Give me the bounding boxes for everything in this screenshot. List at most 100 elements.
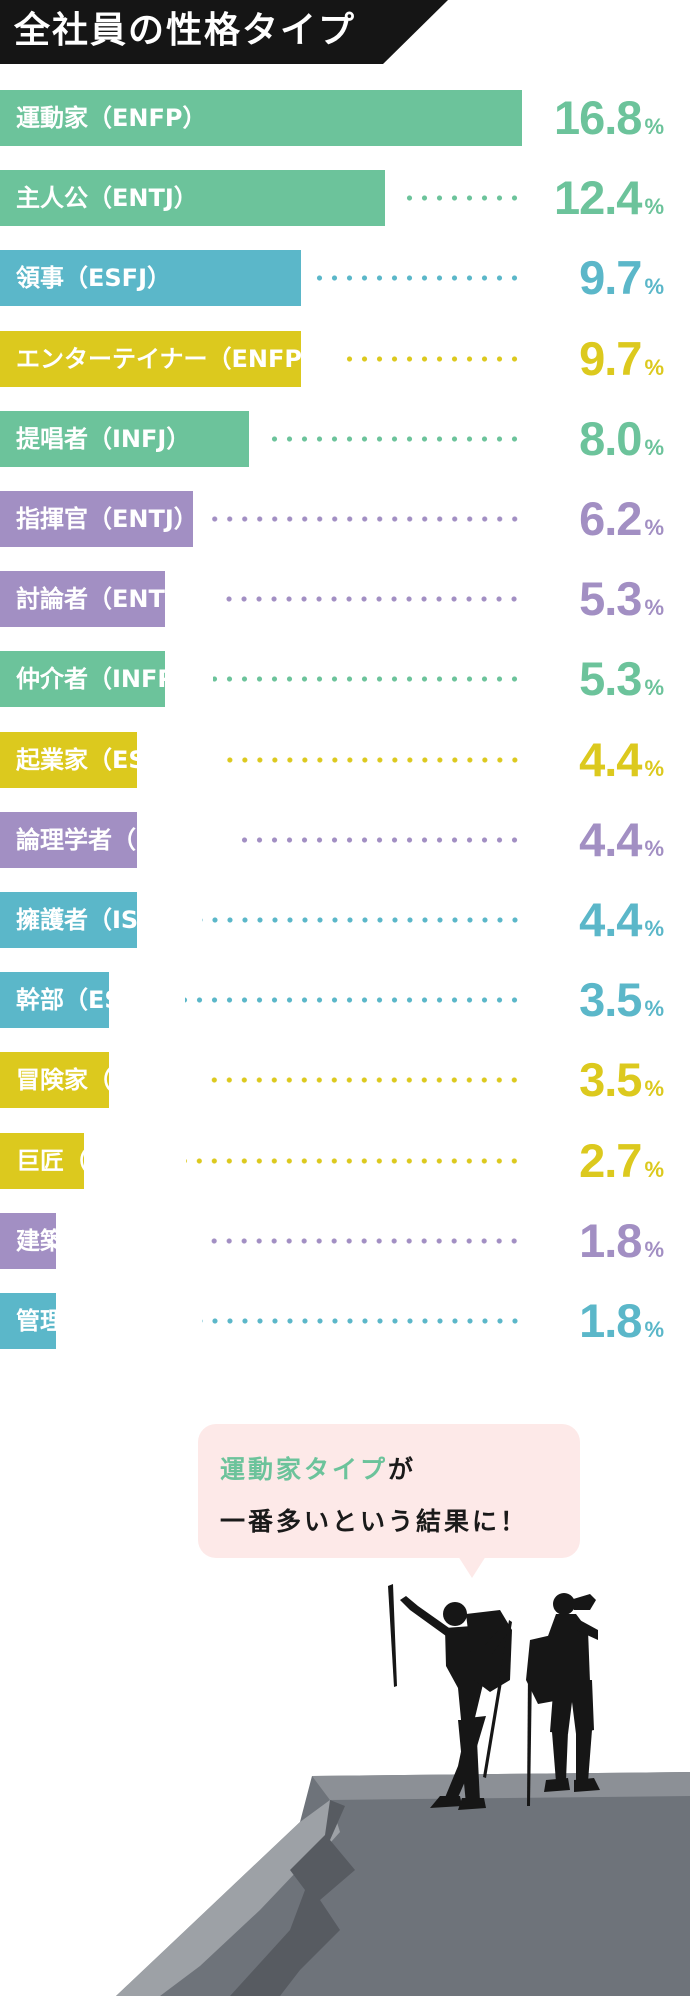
bar <box>0 331 301 387</box>
leader-dots <box>315 275 522 281</box>
leader-dots <box>211 516 522 522</box>
value-label: 1.8% <box>579 1293 664 1349</box>
value-label: 9.7% <box>579 331 664 387</box>
value-label: 5.3% <box>579 571 664 627</box>
value-number: 5.3 <box>579 652 642 705</box>
bar-label: 論理学者（INTP） <box>16 826 223 854</box>
value-label: 6.2% <box>579 491 664 547</box>
value-unit: % <box>644 996 664 1021</box>
value-label: 8.0% <box>579 411 664 467</box>
value-unit: % <box>644 595 664 620</box>
hiker-right <box>526 1593 600 1806</box>
leader-dots <box>201 917 522 923</box>
value-number: 9.7 <box>579 251 642 304</box>
bar <box>0 651 165 707</box>
value-unit: % <box>644 355 664 380</box>
chart-title: 全社員の性格タイプ <box>14 10 357 51</box>
bar <box>0 1213 56 1269</box>
value-label: 12.4% <box>554 170 664 226</box>
value-number: 3.5 <box>579 1053 642 1106</box>
value-number: 8.0 <box>579 412 642 465</box>
bar-label: 起業家（ESTP） <box>16 746 204 774</box>
value-unit: % <box>644 1076 664 1101</box>
value-unit: % <box>644 194 664 219</box>
bar <box>0 972 109 1028</box>
value-unit: % <box>644 435 664 460</box>
value-number: 1.8 <box>579 1214 642 1267</box>
value-number: 6.2 <box>579 492 642 545</box>
bar <box>0 250 301 306</box>
speech-bubble: 運動家タイプが 一番多いという結果に！ <box>198 1424 580 1558</box>
bar <box>0 90 522 146</box>
leader-dots <box>210 1077 522 1083</box>
value-number: 12.4 <box>553 171 642 224</box>
leader-dots <box>220 596 522 602</box>
value-unit: % <box>644 675 664 700</box>
bar-label: 冒険家（ISFP） <box>16 1066 197 1094</box>
value-label: 4.4% <box>579 812 664 868</box>
value-label: 4.4% <box>579 732 664 788</box>
bar <box>0 411 249 467</box>
bar-label: エンターテイナー（ENFP） <box>16 345 326 373</box>
value-label: 2.7% <box>579 1133 664 1189</box>
bar-chart: 運動家（ENFP） 16.8% 主人公（ENTJ） 12.4% 領事（ESFJ） 9.7%… <box>0 90 690 1380</box>
value-number: 4.4 <box>579 733 642 786</box>
bar <box>0 1133 84 1189</box>
bar-label: 主人公（ENTJ） <box>16 184 198 212</box>
bar-label: 提唱者（INFJ） <box>16 425 191 453</box>
value-unit: % <box>644 515 664 540</box>
value-label: 3.5% <box>579 972 664 1028</box>
value-label: 3.5% <box>579 1052 664 1108</box>
bubble-highlight: 運動家タイプ <box>220 1455 389 1484</box>
bar-label: 管理者（ISTJ） <box>16 1307 188 1335</box>
title-banner <box>0 0 448 64</box>
value-number: 16.8 <box>553 91 642 144</box>
value-number: 5.3 <box>579 572 642 625</box>
value-number: 1.8 <box>579 1294 642 1347</box>
bar-label: 討論者（ENTP） <box>16 585 207 613</box>
value-unit: % <box>644 1317 664 1342</box>
value-unit: % <box>644 836 664 861</box>
value-label: 16.8% <box>554 90 664 146</box>
bar <box>0 571 165 627</box>
value-number: 4.4 <box>579 893 642 946</box>
bar-label: 建築家（INTJ） <box>16 1227 191 1255</box>
value-unit: % <box>644 274 664 299</box>
value-unit: % <box>644 916 664 941</box>
bar-label: 仲介者（INFP） <box>16 665 199 693</box>
bar-label: 擁護者（ISTJ） <box>16 906 188 934</box>
value-number: 9.7 <box>579 332 642 385</box>
value-unit: % <box>644 114 664 139</box>
value-unit: % <box>644 756 664 781</box>
bar <box>0 1052 109 1108</box>
value-label: 9.7% <box>579 250 664 306</box>
value-label: 1.8% <box>579 1213 664 1269</box>
bar-label: 運動家（ENFP） <box>16 104 207 132</box>
bar <box>0 170 385 226</box>
bubble-line-1-rest: が <box>388 1455 417 1484</box>
cliff <box>116 1772 690 1996</box>
value-number: 3.5 <box>579 973 642 1026</box>
bar <box>0 1293 56 1349</box>
bar <box>0 892 137 948</box>
hiker-left <box>388 1584 512 1810</box>
leader-dots <box>236 837 522 843</box>
leader-dots <box>263 436 522 442</box>
bubble-line-1: 運動家タイプが <box>220 1450 416 1486</box>
leader-dots <box>186 1158 522 1164</box>
leader-dots <box>217 757 522 763</box>
bar <box>0 491 193 547</box>
bar <box>0 732 137 788</box>
hikers-illustration <box>116 1584 690 1996</box>
value-number: 2.7 <box>579 1134 642 1187</box>
bar <box>0 812 137 868</box>
bar-label: 指揮官（ENTJ） <box>16 505 198 533</box>
leader-dots <box>204 1238 522 1244</box>
leader-dots <box>184 997 522 1003</box>
value-unit: % <box>644 1157 664 1182</box>
value-unit: % <box>644 1237 664 1262</box>
value-label: 5.3% <box>579 651 664 707</box>
leader-dots <box>399 195 522 201</box>
bar-label: 幹部（ESTJ） <box>16 986 171 1014</box>
bar-label: 巨匠（ISTP） <box>16 1147 173 1175</box>
